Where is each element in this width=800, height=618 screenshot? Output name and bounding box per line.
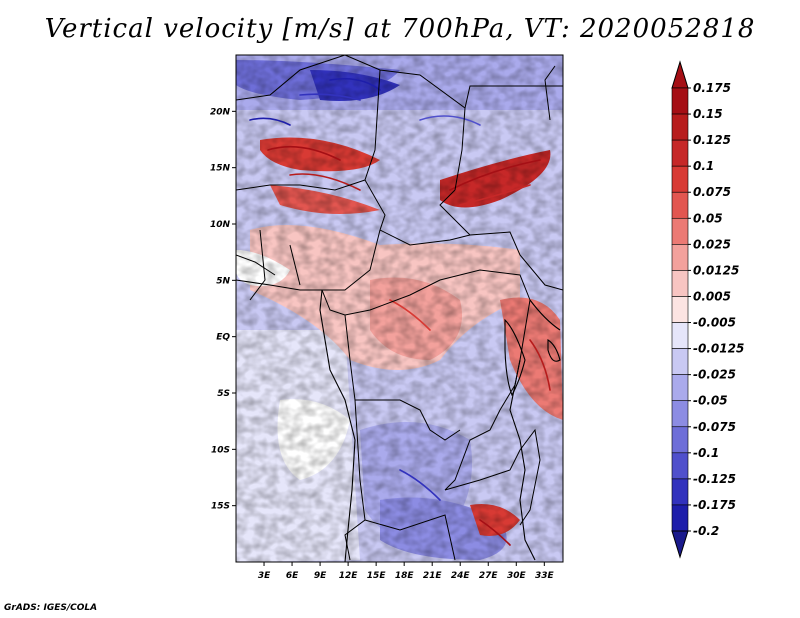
lat-tick-label: 10N xyxy=(210,220,231,230)
colorbar-swatch xyxy=(671,504,689,532)
colorbar-label: -0.05 xyxy=(693,394,728,408)
lon-tick-label: 12E xyxy=(339,571,359,581)
colorbar-label: 0.025 xyxy=(693,237,731,251)
lat-tick-label: 10S xyxy=(211,445,230,455)
colorbar-bottom-arrow xyxy=(671,530,689,559)
lon-tick-label: 15E xyxy=(367,571,387,581)
colorbar-label: 0.15 xyxy=(693,107,723,121)
contour-streaks xyxy=(249,77,551,546)
colorbar-label: -0.2 xyxy=(693,524,719,538)
colorbar-label: -0.0125 xyxy=(693,342,744,356)
lon-tick-label: 6E xyxy=(286,571,299,581)
lon-tick-label: 33E xyxy=(535,571,555,581)
longitude-axis: 3E 6E 9E 12E 15E 18E 21E 24E 27E 30E 33E xyxy=(258,562,555,581)
colorbar-label: 0.1 xyxy=(693,159,714,173)
colorbar-swatch xyxy=(671,113,689,141)
colorbar-swatch xyxy=(671,191,689,219)
map-title: Vertical velocity [m/s] at 700hPa, VT: 2… xyxy=(44,14,756,44)
colorbar-label: 0.175 xyxy=(693,81,731,95)
lon-tick-label: 9E xyxy=(314,571,327,581)
colorbar-swatch xyxy=(671,478,689,506)
colorbar-label: -0.005 xyxy=(693,316,736,330)
lat-tick-label: 15S xyxy=(211,502,230,512)
colorbar-swatch xyxy=(671,452,689,480)
colorbar-label: -0.025 xyxy=(693,368,736,382)
colorbar-label: 0.125 xyxy=(693,133,731,147)
colorbar-swatch xyxy=(671,296,689,323)
colorbar-label: 0.075 xyxy=(693,185,731,199)
lat-tick-label: EQ xyxy=(216,333,230,343)
colorbar-label: -0.1 xyxy=(693,446,719,460)
colorbar-label: 0.05 xyxy=(693,211,723,225)
colorbar-swatch xyxy=(671,426,689,454)
colorbar: 0.175 0.15 0.125 0.1 0.075 0.05 0.025 0.0125 0.0… xyxy=(671,60,744,559)
lon-tick-label: 30E xyxy=(507,571,527,581)
colorbar-swatch xyxy=(671,348,689,375)
lat-tick-label: 20N xyxy=(210,107,231,117)
colorbar-swatch xyxy=(671,400,689,428)
colorbar-swatch xyxy=(671,322,689,349)
lon-tick-label: 3E xyxy=(258,571,271,581)
colorbar-swatch xyxy=(671,139,689,167)
colorbar-label: -0.175 xyxy=(693,498,736,512)
map-frame xyxy=(235,54,564,563)
coastline xyxy=(236,279,561,562)
credit-text: GrADS: IGES/COLA xyxy=(4,603,98,613)
country-borders xyxy=(236,55,563,561)
colorbar-label: -0.075 xyxy=(693,420,736,434)
colorbar-label: -0.125 xyxy=(693,472,736,486)
lat-tick-label: 15N xyxy=(210,164,231,174)
lat-tick-label: 5S xyxy=(217,389,230,399)
lon-tick-label: 27E xyxy=(479,571,499,581)
lon-tick-label: 24E xyxy=(451,571,471,581)
latitude-axis: 20N 15N 10N 5N EQ 5S 10S 15S xyxy=(210,107,236,512)
colorbar-swatch xyxy=(671,270,689,297)
colorbar-swatch xyxy=(671,87,689,115)
colorbar-label: 0.005 xyxy=(693,289,731,303)
lon-tick-label: 18E xyxy=(395,571,415,581)
colorbar-swatch xyxy=(671,374,689,402)
lon-tick-label: 21E xyxy=(423,571,443,581)
lat-tick-label: 5N xyxy=(216,276,230,286)
colorbar-swatch xyxy=(671,244,689,271)
colorbar-swatch xyxy=(671,217,689,245)
colorbar-label: 0.0125 xyxy=(693,263,739,277)
colorbar-top-arrow xyxy=(671,60,689,89)
velocity-field xyxy=(236,55,563,562)
colorbar-swatch xyxy=(671,165,689,193)
